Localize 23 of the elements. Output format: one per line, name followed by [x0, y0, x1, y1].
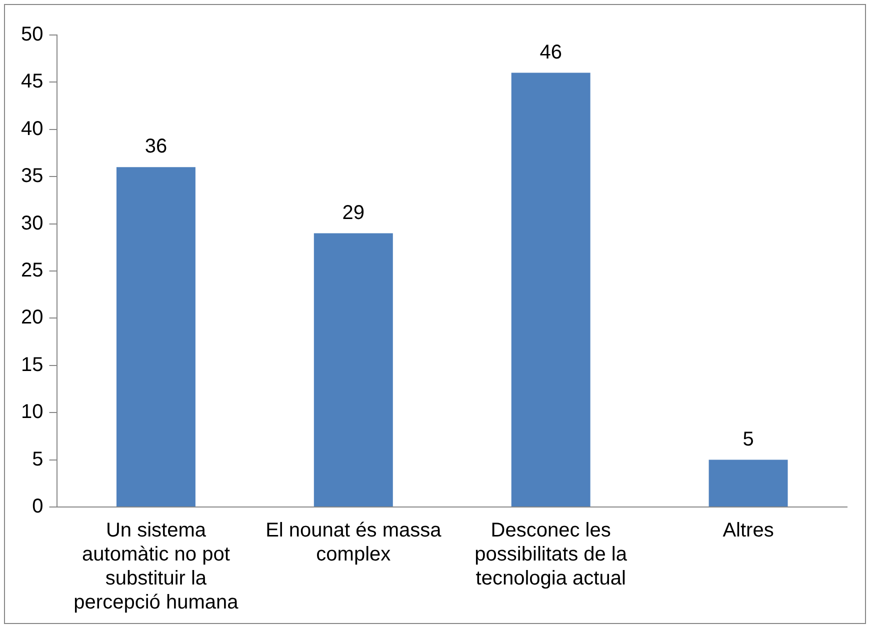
y-tick-label: 5 — [32, 448, 44, 470]
x-tick-label: Desconec les possibilitats de la tecnologia actual — [474, 520, 628, 590]
data-label: 36 — [144, 136, 168, 158]
y-tick-label: 35 — [20, 165, 44, 188]
bar — [314, 233, 393, 506]
y-tick-label: 15 — [20, 354, 44, 376]
y-tick-label: 20 — [20, 306, 44, 329]
data-label: 5 — [742, 428, 754, 450]
y-tick-label: 25 — [20, 260, 44, 282]
bar — [708, 460, 788, 506]
data-label: 46 — [540, 41, 562, 64]
y-tick-label: 50 — [20, 24, 44, 46]
y-tick-label: 40 — [20, 118, 44, 140]
x-tick-label: Altres — [722, 520, 774, 542]
data-label: 29 — [342, 202, 365, 224]
x-tick-label: Un sistema automàtic no pot substituir la percepció humana — [74, 520, 240, 614]
y-tick-label: 10 — [20, 401, 44, 424]
x-tick-label: El nounat és massa complex — [266, 520, 442, 566]
y-tick-label: 30 — [20, 212, 44, 234]
bar — [511, 72, 590, 506]
y-tick-label: 45 — [20, 70, 44, 93]
bar — [116, 167, 196, 506]
y-tick-label: 0 — [32, 496, 44, 518]
